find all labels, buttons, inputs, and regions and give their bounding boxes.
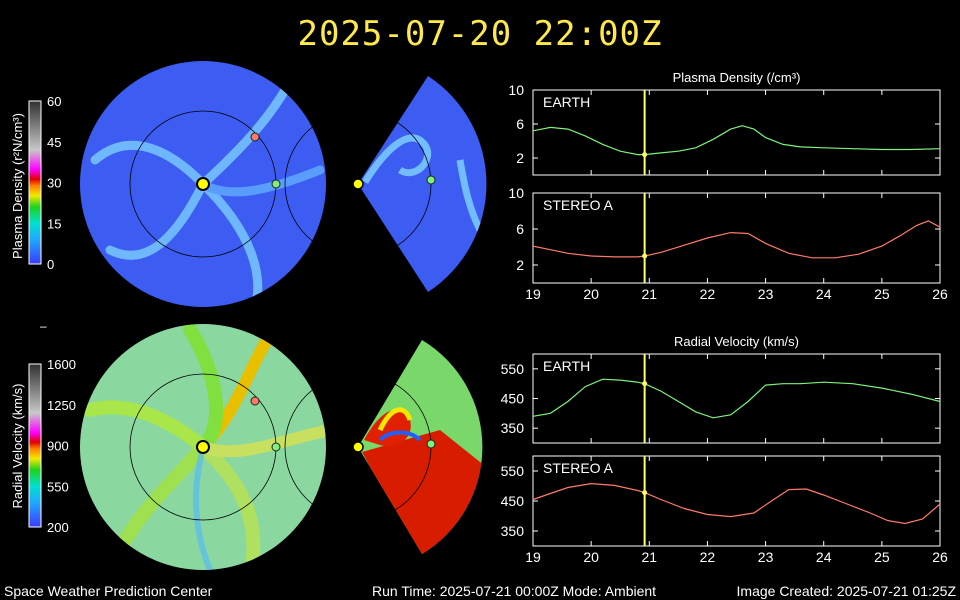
y-tick-label: 350 — [501, 523, 525, 539]
panel-label: EARTH — [543, 94, 590, 110]
y-tick-label: 350 — [501, 420, 525, 436]
x-tick-label: 21 — [641, 286, 657, 302]
x-tick-label: 19 — [525, 549, 541, 565]
colorbar-tick-label: 1600 — [47, 357, 76, 372]
colorbar-tick-label: 200 — [47, 520, 69, 535]
x-tick-label: 24 — [816, 549, 832, 565]
footer-right: Image Created: 2025-07-21 01:25Z — [736, 583, 956, 599]
y-tick-label: 450 — [501, 391, 525, 407]
y-tick-label: 2 — [516, 150, 524, 166]
y-tick-label: 550 — [501, 463, 525, 479]
colorbar-tick-label: 0 — [47, 257, 54, 272]
series-line-earth — [532, 378, 941, 419]
x-tick-label: 23 — [758, 286, 774, 302]
y-tick-label: 10 — [508, 82, 524, 98]
colorbar-tick-label: 900 — [47, 439, 69, 454]
density-wedge — [284, 76, 487, 292]
colorbar-ticks: 60 45 30 15 0 1600 1250 900 550 200 — [47, 94, 76, 535]
velocity-colorbar: Radial Velocity (km/s) — [10, 363, 42, 528]
density-polar-map — [80, 61, 326, 307]
y-tick-label: 6 — [516, 116, 524, 132]
y-tick-label: 450 — [501, 493, 525, 509]
footer-left: Space Weather Prediction Center — [4, 583, 213, 599]
plot-frame — [532, 353, 941, 444]
y-tick-label: 2 — [516, 257, 524, 273]
x-tick-label: 21 — [641, 549, 657, 565]
panel-label: STEREO A — [543, 460, 614, 476]
timeseries-title: Plasma Density (/cm³) — [673, 70, 801, 85]
colorbar-tick-label: 15 — [47, 216, 61, 231]
colorbar-tick-label: 45 — [47, 135, 61, 150]
plot-frame — [532, 192, 941, 284]
x-tick-label: 23 — [758, 549, 774, 565]
x-tick-label: 20 — [583, 549, 599, 565]
x-tick-label: 25 — [874, 286, 890, 302]
x-tick-label: 24 — [816, 286, 832, 302]
stereo-a-marker — [250, 132, 260, 142]
x-tick-label: 20 — [583, 286, 599, 302]
density-colorbar-label: Plasma Density (r²N/cm³) — [10, 113, 25, 259]
sun-marker-side — [352, 178, 364, 190]
x-tick-label: 22 — [700, 549, 716, 565]
earth-marker-side — [426, 175, 436, 185]
y-tick-label: 550 — [501, 361, 525, 377]
earth-marker-side — [426, 439, 436, 449]
stereo-a-marker — [250, 396, 260, 406]
panel-label: EARTH — [543, 358, 590, 374]
colorbar-tick-label: 60 — [47, 94, 61, 109]
timeseries-title: Radial Velocity (km/s) — [674, 334, 799, 349]
series-line-stereo-a — [532, 220, 941, 259]
velocity-colorbar-label: Radial Velocity (km/s) — [10, 384, 25, 509]
x-tick-label: 26 — [932, 549, 948, 565]
velocity-polar-map — [80, 324, 326, 570]
page-title: 2025-07-20 22:00Z — [297, 14, 663, 54]
x-tick-label: 19 — [525, 286, 541, 302]
x-tick-label: 26 — [932, 286, 948, 302]
x-tick-label: 22 — [700, 286, 716, 302]
sun-marker — [196, 440, 210, 454]
x-tick-label: 25 — [874, 549, 890, 565]
colorbar-tick-label: 550 — [47, 479, 69, 494]
colorbar-tick-label: 30 — [47, 176, 61, 191]
sun-marker-side — [352, 441, 364, 453]
colorbar-tick-label: 1250 — [47, 398, 76, 413]
earth-marker — [271, 442, 281, 452]
y-tick-label: 10 — [508, 185, 524, 201]
series-line-stereo-a — [532, 482, 941, 525]
plot-frame — [532, 89, 941, 176]
timeseries-panels: Plasma Density (/cm³) 10 6 2 EARTH 10 6 2 STEREO… — [501, 70, 948, 565]
earth-marker — [271, 179, 281, 189]
y-tick-label: 6 — [516, 221, 524, 237]
density-colorbar: Plasma Density (r²N/cm³) — [10, 100, 42, 265]
colorbar-dash: – — [40, 319, 47, 333]
footer-center: Run Time: 2025-07-21 00:00Z Mode: Ambien… — [372, 583, 657, 599]
sun-marker — [196, 177, 210, 191]
panel-label: STEREO A — [543, 197, 614, 213]
series-line-earth — [532, 125, 941, 156]
